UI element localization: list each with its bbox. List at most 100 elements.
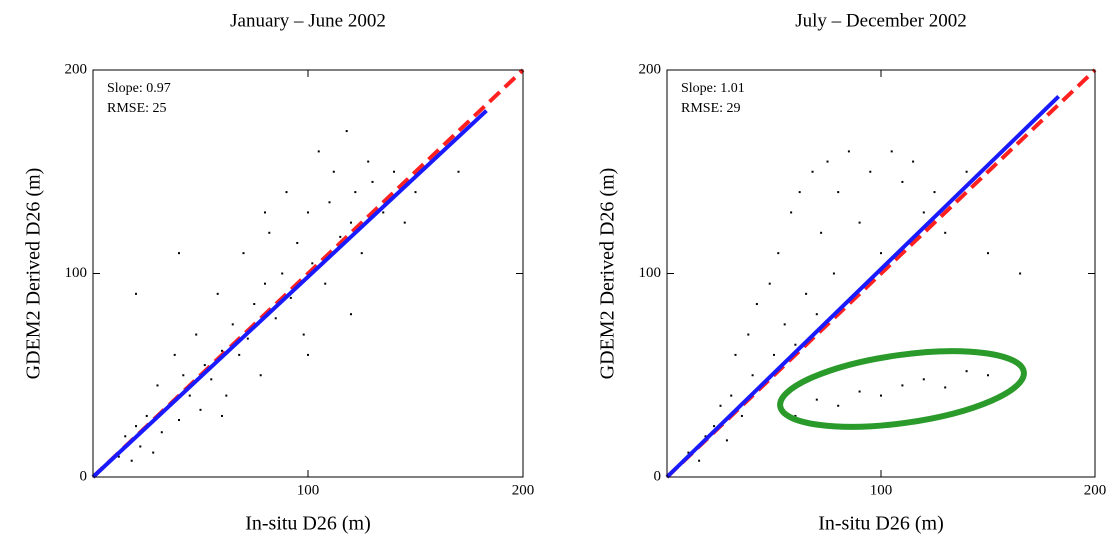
point — [268, 231, 271, 234]
plot-frame — [666, 69, 1096, 478]
y-tick-label: 0 — [80, 468, 88, 484]
point — [139, 445, 142, 448]
x-tick-label: 100 — [870, 482, 893, 498]
point — [182, 374, 185, 377]
point — [747, 333, 750, 336]
point — [922, 211, 925, 214]
point — [933, 191, 936, 194]
annotation: RMSE: 25 — [107, 101, 167, 116]
point — [794, 343, 797, 346]
point — [216, 292, 219, 295]
point — [259, 374, 262, 377]
point — [242, 252, 245, 255]
point — [794, 414, 797, 417]
point — [135, 425, 137, 428]
point — [687, 451, 690, 454]
point — [880, 252, 882, 255]
point — [965, 170, 968, 173]
point — [274, 317, 277, 320]
point — [922, 378, 925, 381]
point — [811, 170, 814, 173]
y-tick-label: 0 — [654, 468, 662, 484]
point — [345, 130, 348, 133]
point — [704, 435, 707, 438]
point — [225, 394, 228, 397]
point — [339, 235, 342, 238]
point — [231, 323, 234, 326]
point — [869, 170, 872, 173]
point — [350, 313, 352, 316]
point — [317, 150, 320, 153]
point — [253, 303, 256, 306]
point — [751, 374, 754, 377]
point — [382, 211, 385, 214]
point — [178, 419, 180, 422]
point — [360, 252, 363, 255]
point — [117, 455, 120, 458]
point — [221, 349, 223, 352]
reference-line — [91, 68, 525, 479]
point — [880, 394, 882, 397]
point — [730, 394, 733, 397]
point — [740, 414, 743, 417]
point — [145, 414, 148, 417]
point — [755, 303, 758, 306]
point — [328, 201, 331, 204]
fit-line — [665, 95, 1061, 479]
x-axis-label: In-situ D26 (m) — [245, 513, 371, 535]
point — [725, 439, 728, 442]
point — [965, 370, 968, 373]
point — [790, 211, 793, 214]
point — [188, 394, 191, 397]
point — [1019, 272, 1022, 275]
point — [414, 191, 417, 194]
point — [135, 292, 137, 295]
point — [195, 333, 198, 336]
point — [130, 459, 133, 462]
point — [912, 160, 915, 163]
x-tick-label: 100 — [297, 482, 320, 498]
point — [238, 353, 241, 356]
point — [296, 241, 299, 244]
point — [285, 191, 288, 194]
point — [805, 292, 808, 295]
point — [858, 390, 861, 393]
point — [768, 282, 771, 285]
y-axis-label: GDEM2 Derived D26 (m) — [23, 168, 45, 380]
y-tick-label: 100 — [65, 265, 88, 281]
point — [457, 170, 460, 173]
point — [901, 180, 904, 183]
plot-frame — [92, 69, 524, 478]
point — [815, 313, 818, 316]
point — [332, 170, 335, 173]
point — [393, 170, 395, 173]
highlight-ellipse — [777, 348, 1027, 430]
point — [264, 282, 266, 285]
annotation: Slope: 1.01 — [681, 81, 745, 96]
point — [713, 425, 716, 428]
point — [160, 431, 163, 434]
y-axis-label: GDEM2 Derived D26 (m) — [597, 168, 619, 380]
annotation: RMSE: 29 — [681, 101, 741, 116]
point — [403, 221, 406, 224]
point — [698, 459, 701, 462]
point — [837, 404, 840, 407]
point — [173, 353, 176, 356]
point — [246, 337, 249, 340]
point — [221, 414, 223, 417]
point — [719, 404, 722, 407]
point — [124, 435, 127, 438]
point — [199, 408, 202, 411]
x-axis-label: In-situ D26 (m) — [818, 513, 944, 535]
point — [210, 378, 213, 381]
panel-title: July – December 2002 — [795, 10, 966, 31]
point — [944, 231, 947, 234]
point — [203, 364, 206, 367]
point — [798, 191, 801, 194]
point — [901, 384, 904, 387]
point — [832, 272, 835, 275]
point — [734, 353, 737, 356]
point — [307, 353, 309, 356]
panel-title: January – June 2002 — [230, 10, 386, 31]
reference-line — [665, 68, 1097, 479]
